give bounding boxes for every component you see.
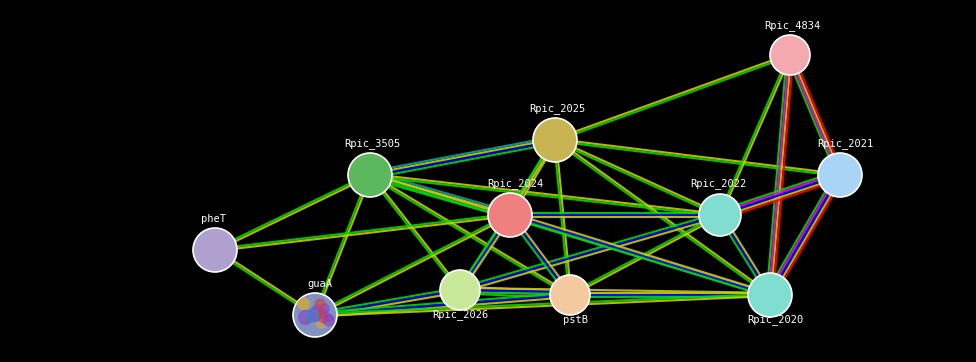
Circle shape [306, 310, 319, 322]
Text: pheT: pheT [200, 214, 225, 224]
Text: guaA: guaA [307, 279, 333, 289]
Text: Rpic_2021: Rpic_2021 [817, 138, 874, 149]
Circle shape [293, 293, 337, 337]
Text: Rpic_3505: Rpic_3505 [344, 138, 400, 149]
Text: Rpic_4834: Rpic_4834 [764, 20, 820, 31]
Circle shape [298, 298, 309, 310]
Circle shape [699, 194, 741, 236]
Circle shape [325, 314, 333, 321]
Circle shape [315, 299, 325, 308]
Circle shape [315, 312, 322, 319]
Circle shape [550, 275, 590, 315]
Text: Rpic_2025: Rpic_2025 [529, 103, 586, 114]
Text: pstB: pstB [562, 315, 588, 325]
Circle shape [193, 228, 237, 272]
Circle shape [308, 309, 321, 321]
Circle shape [348, 153, 392, 197]
Circle shape [533, 118, 577, 162]
Circle shape [299, 311, 312, 324]
Text: Rpic_2024: Rpic_2024 [487, 178, 543, 189]
Circle shape [319, 304, 329, 313]
Circle shape [818, 153, 862, 197]
Circle shape [488, 193, 532, 237]
Circle shape [309, 313, 316, 320]
Circle shape [323, 315, 334, 326]
Circle shape [307, 308, 321, 321]
Circle shape [305, 316, 312, 323]
Circle shape [312, 305, 322, 316]
Circle shape [748, 273, 792, 317]
Circle shape [319, 309, 328, 318]
Circle shape [770, 35, 810, 75]
Circle shape [440, 270, 480, 310]
Circle shape [298, 299, 307, 309]
Text: Rpic_2022: Rpic_2022 [690, 178, 746, 189]
Circle shape [315, 309, 325, 318]
Text: Rpic_2026: Rpic_2026 [431, 309, 488, 320]
Text: Rpic_2020: Rpic_2020 [747, 314, 803, 325]
Circle shape [316, 316, 327, 328]
Circle shape [319, 314, 328, 323]
